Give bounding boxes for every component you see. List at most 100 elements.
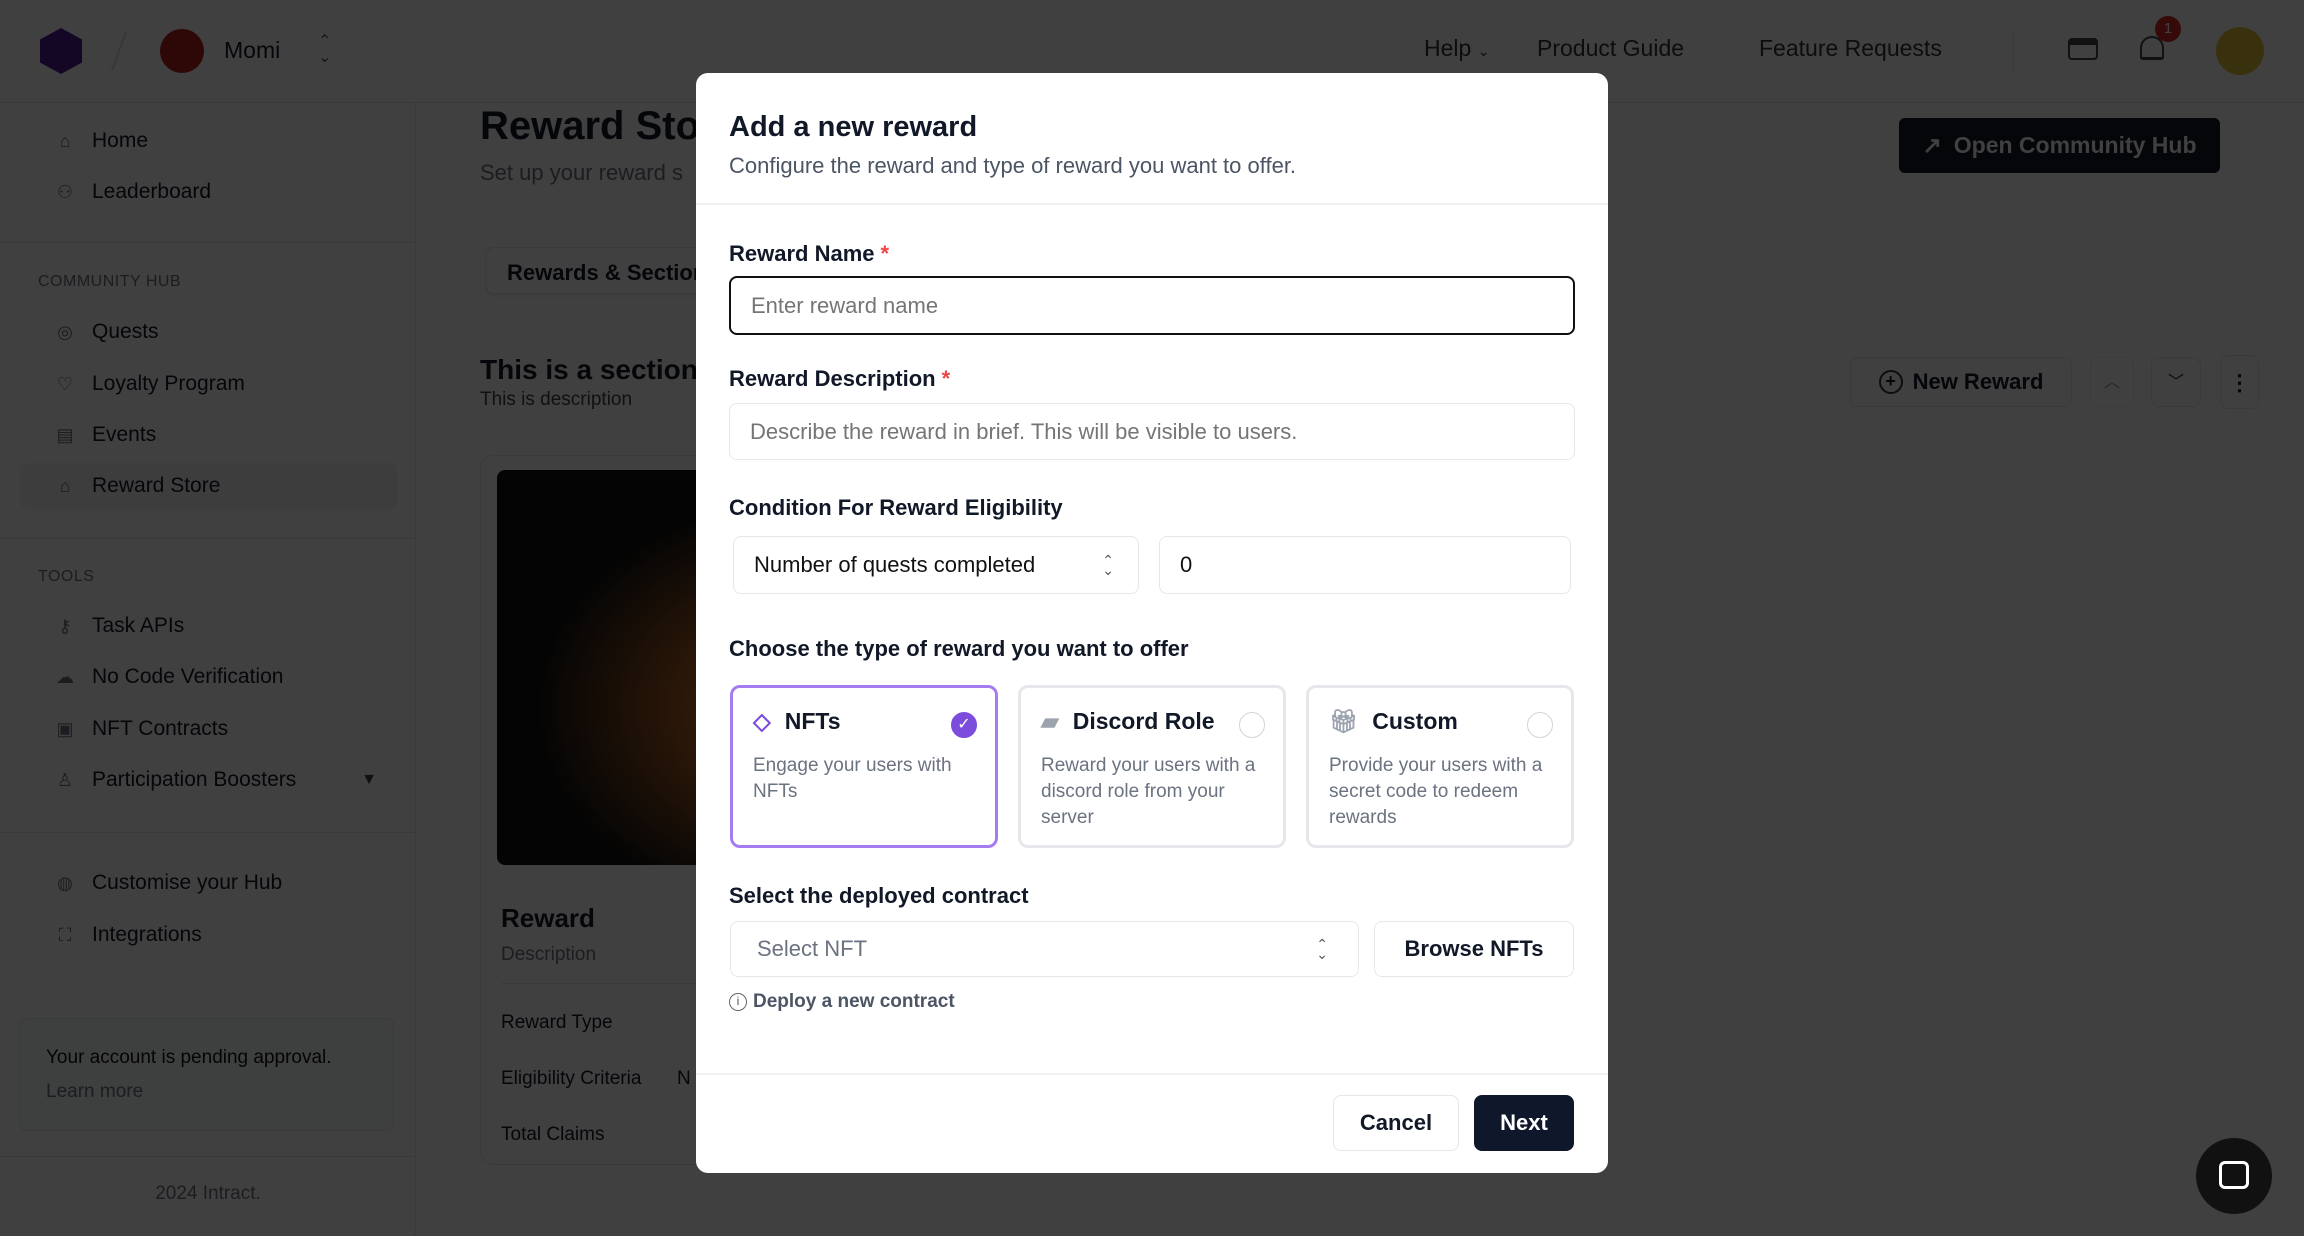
- chat-icon: [2219, 1161, 2249, 1189]
- help-label: Help: [1424, 35, 1472, 61]
- learn-more-link[interactable]: Learn more: [46, 1081, 144, 1102]
- card-title: Custom: [1372, 708, 1458, 734]
- nft-select-placeholder: Select NFT: [757, 936, 868, 961]
- deploy-contract-link[interactable]: i Deploy a new contract: [729, 991, 955, 1013]
- sidebar-item-integrations[interactable]: ⛶ Integrations: [20, 912, 397, 958]
- sidebar-item-events[interactable]: ▤ Events: [20, 412, 397, 458]
- reward-description-label: Reward Description *: [729, 366, 951, 391]
- reward-description-input[interactable]: [729, 403, 1575, 460]
- help-menu[interactable]: Help ⌄: [1424, 35, 1489, 62]
- select-chevron-icon: ⌃ ⌄: [1102, 552, 1114, 578]
- feature-requests-link[interactable]: Feature Requests: [1759, 35, 1942, 61]
- sidebar-item-label: Customise your Hub: [92, 871, 283, 894]
- sidebar-item-label: Leaderboard: [92, 180, 212, 203]
- chat-support-button[interactable]: [2196, 1138, 2272, 1214]
- notification-badge: 1: [2155, 16, 2181, 42]
- user-icon: ♙: [56, 769, 74, 790]
- info-icon: i: [729, 993, 747, 1011]
- sidebar-item-customise-hub[interactable]: ◍ Customise your Hub: [20, 860, 397, 906]
- sidebar-item-label: Participation Boosters: [92, 768, 297, 791]
- condition-select[interactable]: Number of quests completed ⌃ ⌄: [733, 536, 1139, 594]
- card-title: NFTs: [784, 708, 841, 734]
- home-icon: ⌂: [59, 130, 71, 151]
- reward-type-card-custom[interactable]: 🎁︎ Custom Provide your users with a secre…: [1306, 685, 1574, 848]
- reward-name-input[interactable]: [729, 276, 1575, 335]
- users-icon: ⚇: [56, 181, 74, 202]
- billing-card-icon[interactable]: [2068, 38, 2098, 60]
- user-avatar[interactable]: [2216, 27, 2264, 75]
- external-link-icon: ↗: [1922, 132, 1942, 158]
- more-options-icon[interactable]: ⋮: [2220, 355, 2259, 409]
- divider: [696, 203, 1608, 205]
- radio-unchecked-icon[interactable]: [1527, 712, 1553, 738]
- radio-unchecked-icon[interactable]: [1239, 712, 1265, 738]
- total-claims-label: Total Claims: [501, 1124, 605, 1145]
- sidebar-item-nft-contracts[interactable]: ▣ NFT Contracts: [20, 706, 397, 752]
- sidebar-item-no-code-verification[interactable]: ☁ No Code Verification: [20, 654, 397, 700]
- sidebar-item-quests[interactable]: ◎ Quests: [20, 309, 397, 355]
- radio-checked-icon[interactable]: ✓: [951, 712, 977, 738]
- contract-icon: ▣: [56, 718, 74, 739]
- palette-icon: ◍: [57, 872, 73, 893]
- page-title: Reward Store: [480, 104, 738, 148]
- org-name[interactable]: Momi: [224, 37, 281, 63]
- sidebar-item-task-apis[interactable]: ⚷ Task APIs: [20, 603, 397, 649]
- card-title: Discord Role: [1072, 708, 1215, 734]
- intract-logo[interactable]: [40, 28, 82, 74]
- section-title: This is a section: [480, 354, 698, 385]
- contract-label: Select the deployed contract: [729, 883, 1029, 908]
- next-button[interactable]: Next: [1474, 1095, 1574, 1151]
- divider: [0, 832, 416, 833]
- sidebar-footer: 2024 Intract.: [155, 1183, 261, 1204]
- section-title-community-hub: COMMUNITY HUB: [38, 273, 182, 290]
- modal-title: Add a new reward: [729, 111, 978, 143]
- store-icon: ⌂: [59, 475, 71, 496]
- key-icon: ⚷: [58, 615, 72, 636]
- reward-type-card-discord-role[interactable]: ▰ Discord Role Reward your users with a d…: [1018, 685, 1286, 848]
- reward-card-title: Reward: [501, 903, 595, 933]
- reward-type-label: Reward Type: [501, 1012, 613, 1033]
- breadcrumb-divider: [110, 30, 128, 72]
- deploy-link-label: Deploy a new contract: [753, 991, 955, 1012]
- compass-icon: ◎: [57, 321, 73, 342]
- sidebar-item-loyalty-program[interactable]: ♡ Loyalty Program: [20, 361, 397, 407]
- org-switcher-chevron-icon[interactable]: ⌃ ⌄: [318, 33, 332, 66]
- gift-icon: 🎁︎: [1329, 708, 1359, 734]
- move-down-button[interactable]: ﹀: [2151, 357, 2201, 407]
- sidebar-item-label: Home: [92, 129, 149, 152]
- nft-contract-select[interactable]: Select NFT ⌃ ⌄: [730, 921, 1359, 977]
- bell-icon[interactable]: [2140, 36, 2164, 60]
- section-description: This is description: [480, 389, 633, 410]
- cancel-button[interactable]: Cancel: [1333, 1095, 1459, 1151]
- sidebar-item-reward-store[interactable]: ⌂ Reward Store: [20, 463, 397, 509]
- caret-down-icon[interactable]: ▼: [361, 771, 377, 788]
- sidebar-item-label: Integrations: [92, 923, 202, 946]
- integrations-icon: ⛶: [58, 924, 72, 945]
- new-reward-button[interactable]: + New Reward: [1850, 357, 2072, 407]
- reward-card-description: Description: [501, 944, 597, 965]
- divider: [0, 242, 416, 243]
- org-avatar[interactable]: [160, 29, 204, 73]
- modal-subtitle: Configure the reward and type of reward …: [729, 153, 1297, 178]
- condition-count-input[interactable]: 0: [1159, 536, 1571, 594]
- sidebar-item-label: No Code Verification: [92, 665, 284, 688]
- reward-type-card-nfts[interactable]: ◇ NFTs Engage your users with NFTs ✓: [730, 685, 998, 848]
- open-community-hub-button[interactable]: ↗ Open Community Hub: [1899, 118, 2220, 173]
- browse-nfts-button[interactable]: Browse NFTs: [1374, 921, 1574, 977]
- product-guide-link[interactable]: Product Guide: [1537, 35, 1685, 61]
- sidebar-item-participation-boosters[interactable]: ♙ Participation Boosters ▼: [20, 757, 397, 803]
- move-up-button[interactable]: ︿: [2090, 357, 2134, 407]
- sidebar-item-label: Quests: [92, 320, 159, 343]
- calendar-icon: ▤: [56, 424, 74, 445]
- reward-name-label: Reward Name *: [729, 241, 890, 266]
- top-header: Momi ⌃ ⌄ Help ⌄ Product Guide Feature Req…: [0, 0, 2304, 103]
- cloud-icon: ☁: [56, 666, 74, 687]
- card-description: Provide your users with a secret code to…: [1329, 755, 1543, 828]
- divider: [696, 1073, 1608, 1075]
- sidebar-item-leaderboard[interactable]: ⚇ Leaderboard: [20, 169, 397, 215]
- pending-approval-box: Your account is pending approval. Learn …: [19, 1018, 394, 1131]
- sidebar-item-label: Reward Store: [92, 474, 221, 497]
- page-subtitle: Set up your reward s: [480, 160, 683, 185]
- sidebar-item-home[interactable]: ⌂ Home: [20, 118, 397, 164]
- sidebar-item-label: Events: [92, 423, 157, 446]
